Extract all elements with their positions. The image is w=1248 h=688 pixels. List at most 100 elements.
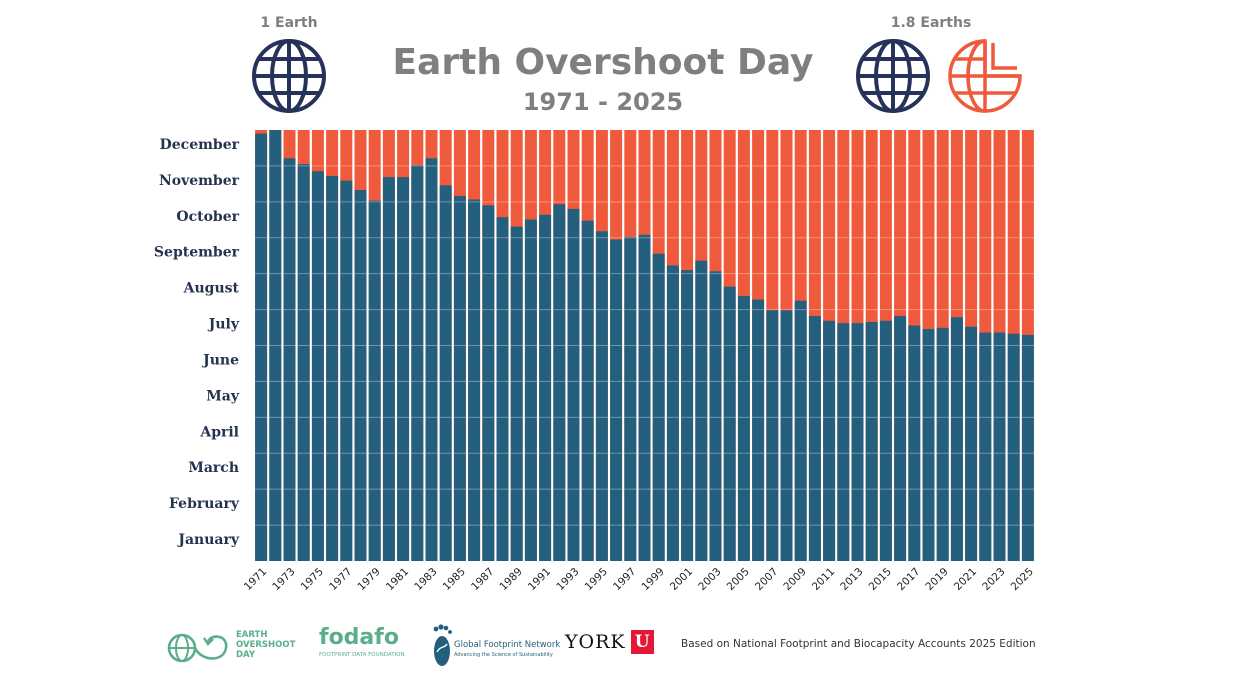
- overshoot-day-bar-2001: [681, 270, 694, 561]
- month-label-june: June: [201, 352, 239, 368]
- month-label-september: September: [154, 245, 240, 261]
- overshoot-day-bar-1976: [326, 175, 339, 561]
- overshoot-day-bar-2020: [950, 317, 963, 561]
- year-tick-2015: 2015: [867, 566, 894, 593]
- fodafo-name: fodafo: [319, 625, 399, 650]
- globe-icon: [856, 39, 930, 113]
- year-tick-1983: 1983: [412, 566, 439, 593]
- york-wordmark: YORK: [565, 631, 626, 653]
- overshoot-day-bar-1983: [425, 158, 438, 561]
- overshoot-day-bar-1984: [439, 185, 452, 561]
- year-tick-1975: 1975: [299, 566, 326, 593]
- year-tick-1993: 1993: [554, 566, 581, 593]
- earths-needed-label: 1.8 Earths: [891, 15, 972, 31]
- overshoot-day-bar-1972: [269, 130, 282, 561]
- overshoot-day-bar-2013: [851, 323, 864, 561]
- eod-logo-line2: OVERSHOOT: [236, 640, 296, 650]
- overshoot-day-bar-2017: [908, 325, 921, 561]
- overshoot-day-bar-1997: [624, 237, 637, 561]
- overshoot-day-bar-2024: [1007, 333, 1020, 561]
- overshoot-day-bar-1977: [340, 180, 353, 561]
- year-tick-1985: 1985: [441, 566, 468, 593]
- overshoot-day-bar-1995: [595, 231, 608, 561]
- overshoot-day-bar-2018: [922, 329, 935, 561]
- gfn-logo: Global Footprint Network Advancing the S…: [432, 622, 560, 672]
- overshoot-day-bar-2019: [936, 327, 949, 561]
- year-tick-1977: 1977: [327, 566, 354, 593]
- overshoot-day-bar-1985: [453, 195, 466, 561]
- year-tick-2005: 2005: [725, 566, 752, 593]
- fodafo-logo: fodafo FOOTPRINT DATA FOUNDATION: [319, 625, 419, 659]
- overshoot-day-bar-1971: [255, 133, 268, 561]
- overshoot-day-bar-1982: [411, 165, 424, 561]
- month-label-april: April: [199, 424, 239, 440]
- year-tick-2009: 2009: [781, 566, 808, 593]
- month-label-august: August: [183, 281, 240, 297]
- overshoot-day-bar-2004: [723, 286, 736, 561]
- overshoot-day-bar-1996: [610, 239, 623, 561]
- overshoot-day-bar-1975: [311, 171, 324, 561]
- overshoot-day-bar-2006: [752, 299, 765, 561]
- eod-logo-line3: DAY: [236, 650, 255, 660]
- overshoot-day-bar-2025: [1021, 334, 1034, 561]
- overshoot-day-bar-2003: [709, 271, 722, 561]
- month-label-january: January: [176, 532, 240, 548]
- overshoot-day-bar-2022: [979, 332, 992, 561]
- overshoot-day-bar-2009: [794, 300, 807, 561]
- year-tick-2019: 2019: [923, 566, 950, 593]
- footer: EARTH OVERSHOOT DAY fodafo FOOTPRINT DAT…: [0, 620, 1248, 680]
- gfn-name: Global Footprint Network: [454, 640, 561, 650]
- month-label-december: December: [160, 137, 240, 153]
- chart-title: Earth Overshoot Day: [392, 42, 813, 83]
- year-tick-2001: 2001: [668, 566, 695, 593]
- month-label-march: March: [188, 460, 239, 476]
- year-tick-2011: 2011: [810, 566, 837, 593]
- overshoot-day-bar-1986: [468, 199, 481, 562]
- overshoot-day-bar-1980: [382, 177, 395, 561]
- overshoot-day-bar-2012: [837, 323, 850, 561]
- overshoot-day-bar-1979: [368, 200, 381, 561]
- year-labels: 1971 1973 1975 1977 1979 1981 1983 1985 1987 1989…: [242, 566, 1036, 593]
- year-tick-1989: 1989: [497, 566, 524, 593]
- year-tick-2025: 2025: [1009, 566, 1036, 593]
- footprint-icon: [433, 624, 452, 666]
- year-tick-2021: 2021: [952, 566, 979, 593]
- overshoot-day-bar-1990: [524, 219, 537, 561]
- globe-icon: [252, 39, 326, 113]
- gfn-subtitle: Advancing the Science of Sustainability: [454, 652, 553, 658]
- bars-group: [254, 130, 1035, 562]
- year-tick-1971: 1971: [242, 566, 269, 593]
- overshoot-day-bar-1974: [297, 164, 310, 561]
- overshoot-day-bar-2023: [993, 332, 1006, 561]
- eod-logo: EARTH OVERSHOOT DAY: [166, 626, 296, 670]
- year-tick-1995: 1995: [583, 566, 610, 593]
- overshoot-day-bar-1999: [652, 253, 665, 561]
- partial-globe-icon: [948, 39, 1022, 113]
- overshoot-day-bar-1992: [553, 204, 566, 561]
- overshoot-day-bar-1991: [539, 214, 552, 562]
- year-tick-1991: 1991: [526, 566, 553, 593]
- year-tick-2023: 2023: [980, 566, 1007, 593]
- overshoot-day-bar-2010: [808, 316, 821, 561]
- chart-subtitle: 1971 - 2025: [523, 88, 683, 116]
- year-tick-1973: 1973: [270, 566, 297, 593]
- overshoot-day-bar-1978: [354, 190, 367, 561]
- year-tick-2017: 2017: [895, 566, 922, 593]
- month-label-february: February: [169, 496, 240, 512]
- overshoot-day-bar-2007: [766, 310, 779, 561]
- york-logo: YORK U: [565, 630, 654, 656]
- overshoot-day-bar-2015: [879, 320, 892, 561]
- overshoot-day-bar-2002: [695, 260, 708, 561]
- overshoot-day-bar-2011: [823, 320, 836, 561]
- overshoot-day-bar-2000: [666, 265, 679, 561]
- month-label-july: July: [207, 317, 240, 333]
- overshoot-day-bar-1987: [482, 205, 495, 561]
- overshoot-day-bar-1988: [496, 217, 509, 561]
- year-tick-2007: 2007: [753, 566, 780, 593]
- year-tick-1987: 1987: [469, 566, 496, 593]
- year-tick-1979: 1979: [355, 566, 382, 593]
- year-tick-1997: 1997: [611, 566, 638, 593]
- overshoot-day-bar-2008: [780, 310, 793, 561]
- month-labels: January February March April May June July Augu…: [154, 137, 240, 548]
